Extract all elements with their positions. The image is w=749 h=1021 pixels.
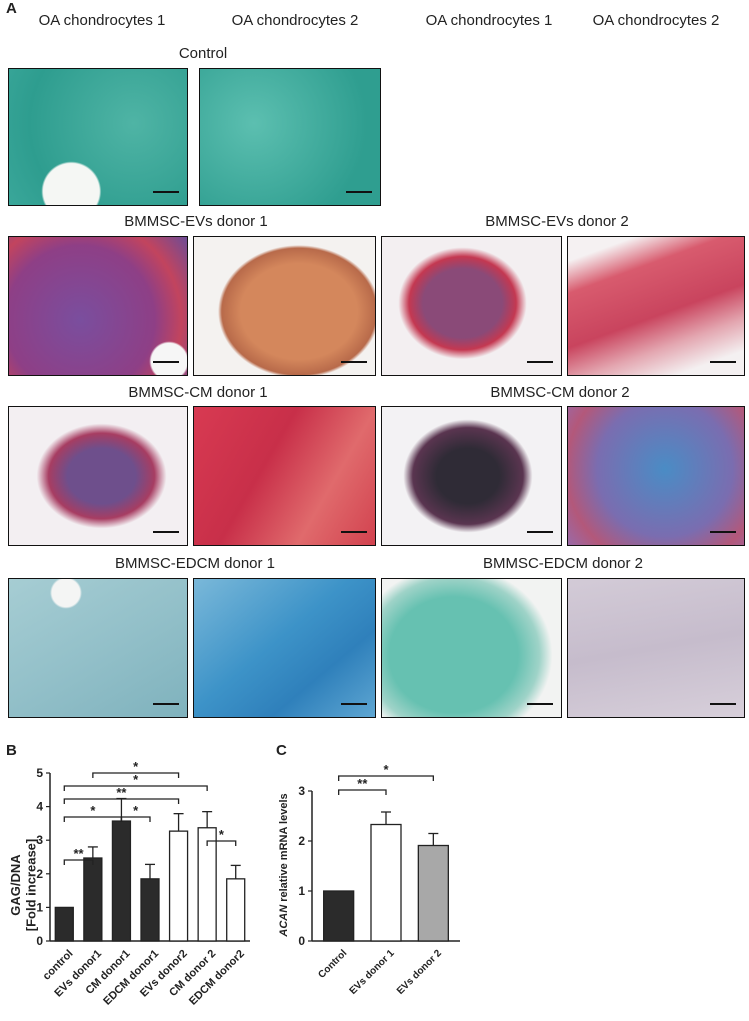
micrograph-cm-donor2-2 [567,406,745,546]
y-tick-label: 0 [298,934,305,948]
y-tick-label: 3 [36,833,43,847]
significance-label: * [219,827,225,842]
scale-bar [153,703,179,705]
micrograph-edcm-donor2-2 [567,578,745,718]
y-tick-label: 0 [36,934,43,948]
y-tick-label: 1 [36,900,43,914]
x-tick-label: Control [316,948,349,981]
scale-bar [527,703,553,705]
y-tick-label: 1 [298,884,305,898]
panel-b-label: B [6,742,17,759]
significance-bracket [63,798,180,804]
gag-dna-bar-chart: GAG/DNA[Fold increase] 012345controlEVs … [8,760,250,1008]
bar [140,878,160,942]
scale-bar [341,703,367,705]
x-tick-label: EVs donor 2 [395,948,444,997]
micrograph-control-2 [199,68,381,206]
y-tick-label: 4 [36,800,43,814]
micrograph-evs-donor1-2 [193,236,376,376]
significance-label: ** [74,846,85,861]
micrograph-control-1 [8,68,188,206]
scale-bar [527,531,553,533]
scale-bar [341,531,367,533]
bar [370,823,402,942]
significance-bracket [92,772,180,778]
significance-bracket [120,816,151,822]
row-title-evs-donor2: BMMSC-EVs donor 2 [485,213,629,230]
micrograph-edcm-donor2-1 [381,578,562,718]
bar [226,878,246,942]
column-header-4: OA chondrocytes 2 [592,12,720,29]
row-title-cm-donor2: BMMSC-CM donor 2 [490,384,630,401]
significance-label: * [383,762,389,777]
significance-bracket [63,785,208,791]
significance-bracket [338,789,387,795]
row-title-edcm-donor1: BMMSC-EDCM donor 1 [114,555,276,572]
bar [168,830,189,942]
scale-bar [153,531,179,533]
y-axis-label: GAG/DNA[Fold increase] [8,839,39,931]
y-tick-label: 2 [298,834,305,848]
row-title-control: Control [178,45,228,62]
micrograph-edcm-donor1-1 [8,578,188,718]
y-tick-label: 5 [36,766,43,780]
scale-bar [346,191,372,193]
y-axis-label: ACAN relative mRNA levels [278,793,290,937]
column-header-3: OA chondrocytes 1 [425,12,553,29]
micrograph-evs-donor2-2 [567,236,745,376]
scale-bar [710,361,736,363]
bar [323,890,355,942]
micrograph-edcm-donor1-2 [193,578,376,718]
column-header-2: OA chondrocytes 2 [231,12,359,29]
significance-label: * [133,803,139,818]
y-tick-label: 3 [298,784,305,798]
scale-bar [527,361,553,363]
micrograph-cm-donor2-1 [381,406,562,546]
scale-bar [710,703,736,705]
row-title-cm-donor1: BMMSC-CM donor 1 [128,384,268,401]
micrograph-evs-donor2-1 [381,236,562,376]
acan-mrna-bar-chart: ACAN relative mRNA levels 0123ControlEVs… [278,762,460,997]
scale-bar [153,191,179,193]
panel-a-label: A [6,0,17,17]
scale-bar [341,361,367,363]
micrograph-cm-donor1-1 [8,406,188,546]
row-title-edcm-donor2: BMMSC-EDCM donor 2 [482,555,644,572]
significance-label: ** [116,785,127,800]
micrograph-cm-donor1-2 [193,406,376,546]
bar [83,857,103,942]
panel-c-label: C [276,742,287,759]
significance-bracket [63,859,94,865]
scale-bar [153,361,179,363]
y-tick-label: 2 [36,867,43,881]
bar [417,844,449,942]
scale-bar [710,531,736,533]
significance-label: * [133,772,139,787]
significance-label: * [90,803,96,818]
significance-bracket [206,840,237,846]
significance-label: * [133,760,139,774]
micrograph-evs-donor1-1 [8,236,188,376]
bar [54,906,74,942]
bar [197,827,217,942]
significance-bracket [338,775,434,781]
bar [111,820,132,942]
column-header-1: OA chondrocytes 1 [38,12,166,29]
row-title-evs-donor1: BMMSC-EVs donor 1 [124,213,268,230]
significance-label: ** [357,776,368,791]
x-tick-label: EVs donor 1 [348,948,397,997]
